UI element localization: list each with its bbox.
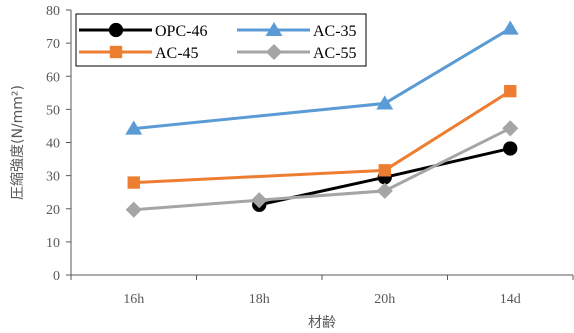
data-point-ac-55-14d (502, 120, 519, 137)
legend-box (75, 13, 367, 67)
data-point-ac-35-20h (376, 95, 394, 110)
y-tick-label: 80 (46, 4, 60, 19)
data-point-ac-55-16h (125, 201, 142, 218)
y-tick-label: 50 (46, 103, 60, 118)
x-tick-label: 16h (123, 292, 144, 307)
data-point-ac-35-14d (501, 20, 519, 35)
y-tick-label: 70 (46, 37, 60, 52)
x-tick-label: 20h (374, 292, 395, 307)
legend-item-ac-55: AC-55 (237, 43, 357, 62)
legend-label: OPC-46 (155, 23, 207, 40)
legend-marker (265, 43, 283, 61)
y-axis-title: 圧縮強度(N/mm²) (10, 85, 26, 200)
x-axis-title: 材齢 (308, 315, 336, 331)
y-tick-label: 40 (46, 137, 60, 152)
series-layer (125, 20, 519, 218)
data-point-ac-45-20h (378, 164, 391, 177)
legend-marker (265, 21, 283, 37)
legend-label: AC-35 (313, 23, 357, 40)
series-line-ac-45 (132, 89, 512, 185)
data-point-ac-55-20h (376, 182, 393, 199)
legend-marker (108, 22, 124, 38)
legend-item-ac-35: AC-35 (237, 21, 357, 40)
x-axis-ticks: 16h 18h 20h 14d (70, 275, 574, 307)
x-tick-label: 14d (500, 292, 521, 307)
series-line-ac-55 (132, 126, 512, 212)
y-tick-label: 20 (46, 203, 60, 218)
y-tick-label: 30 (46, 170, 60, 185)
y-tick-label: 0 (53, 269, 60, 284)
y-tick-label: 60 (46, 70, 60, 85)
data-point-opc-46-14d (503, 141, 518, 156)
legend-label: AC-45 (155, 45, 199, 62)
legend-marker (109, 45, 123, 59)
x-tick-label: 18h (249, 292, 270, 307)
legend-item-opc-46: OPC-46 (79, 22, 207, 40)
y-axis-ticks: 0 10 20 30 40 50 60 70 80 (46, 4, 71, 284)
data-point-ac-55-18h (251, 192, 268, 209)
legend-item-ac-45: AC-45 (79, 45, 199, 62)
data-point-ac-45-16h (127, 176, 140, 189)
legend-label: AC-55 (313, 45, 357, 62)
legend: OPC-46 AC-35 AC-45 AC-55 (75, 13, 367, 67)
data-point-ac-35-16h (125, 120, 143, 135)
y-tick-label: 10 (46, 236, 60, 251)
data-point-ac-45-14d (504, 84, 517, 98)
